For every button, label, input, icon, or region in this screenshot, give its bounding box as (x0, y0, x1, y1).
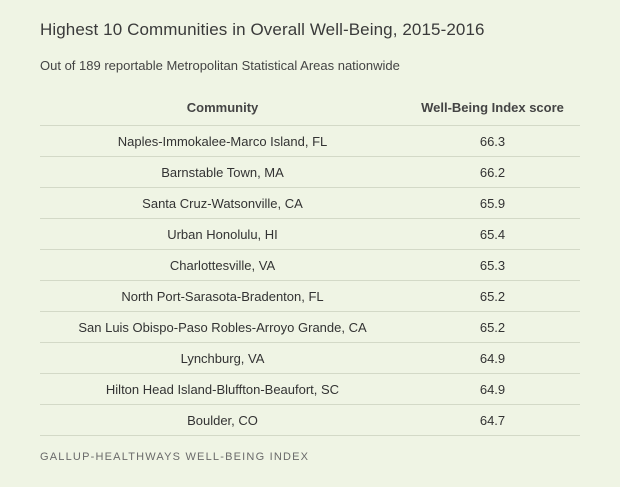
community-cell: Lynchburg, VA (40, 342, 405, 374)
table-row: Charlottesville, VA 65.3 (40, 249, 580, 281)
score-cell: 64.9 (405, 373, 580, 405)
community-cell: Barnstable Town, MA (40, 156, 405, 188)
rankings-table: Community Well-Being Index score Naples-… (40, 89, 580, 436)
table-row: Lynchburg, VA 64.9 (40, 342, 580, 374)
page-subtitle: Out of 189 reportable Metropolitan Stati… (40, 58, 400, 73)
table-row: San Luis Obispo-Paso Robles-Arroyo Grand… (40, 311, 580, 343)
table-row: North Port-Sarasota-Bradenton, FL 65.2 (40, 280, 580, 312)
score-cell: 65.4 (405, 218, 580, 250)
score-cell: 64.7 (405, 404, 580, 436)
community-cell: North Port-Sarasota-Bradenton, FL (40, 280, 405, 312)
score-cell: 66.2 (405, 156, 580, 188)
table-row: Barnstable Town, MA 66.2 (40, 156, 580, 188)
column-header-community: Community (40, 89, 405, 126)
score-cell: 65.9 (405, 187, 580, 219)
page-title: Highest 10 Communities in Overall Well-B… (40, 20, 485, 39)
table-row: Hilton Head Island-Bluffton-Beaufort, SC… (40, 373, 580, 405)
table-row: Santa Cruz-Watsonville, CA 65.9 (40, 187, 580, 219)
score-cell: 66.3 (405, 125, 580, 157)
table-row: Urban Honolulu, HI 65.4 (40, 218, 580, 250)
score-cell: 65.2 (405, 311, 580, 343)
community-cell: Urban Honolulu, HI (40, 218, 405, 250)
score-cell: 64.9 (405, 342, 580, 374)
community-cell: Boulder, CO (40, 404, 405, 436)
score-cell: 65.2 (405, 280, 580, 312)
source-credit: GALLUP-HEALTHWAYS WELL-BEING INDEX (40, 451, 310, 463)
table-header-row: Community Well-Being Index score (40, 89, 580, 126)
community-cell: Santa Cruz-Watsonville, CA (40, 187, 405, 219)
score-cell: 65.3 (405, 249, 580, 281)
community-cell: San Luis Obispo-Paso Robles-Arroyo Grand… (40, 311, 405, 343)
table-row: Naples-Immokalee-Marco Island, FL 66.3 (40, 125, 580, 157)
community-cell: Hilton Head Island-Bluffton-Beaufort, SC (40, 373, 405, 405)
column-header-score: Well-Being Index score (405, 89, 580, 126)
table-row: Boulder, CO 64.7 (40, 404, 580, 436)
community-cell: Naples-Immokalee-Marco Island, FL (40, 125, 405, 157)
community-cell: Charlottesville, VA (40, 249, 405, 281)
